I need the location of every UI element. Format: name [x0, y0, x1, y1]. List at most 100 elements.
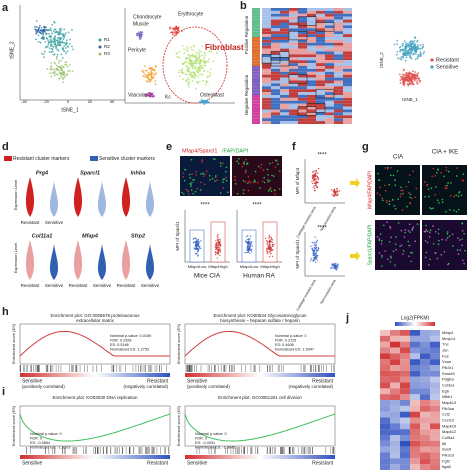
- caption: Mice CIA: [194, 273, 221, 280]
- cell-dot: [219, 254, 221, 257]
- box: [343, 77, 352, 81]
- box: [298, 106, 307, 110]
- cell-dot: [178, 71, 181, 74]
- box: [298, 71, 307, 75]
- cell-dot: [151, 68, 154, 70]
- cell-dot: [406, 49, 409, 52]
- stain-dot: [437, 232, 440, 235]
- cell-dot: [191, 54, 194, 57]
- box: [410, 464, 420, 470]
- cell-dot: [198, 249, 200, 251]
- cell-dot: [187, 76, 189, 79]
- cell-dot: [191, 71, 194, 74]
- column-label: CIA + IKE: [432, 150, 458, 156]
- cell-dot: [199, 245, 201, 247]
- cell-dot: [152, 95, 154, 98]
- stain-dot: [253, 179, 256, 182]
- gene-label: Pik3ca: [442, 406, 455, 411]
- box: [280, 34, 289, 37]
- cell-dot: [269, 240, 272, 242]
- axis-title: MFI of Mfap4: [295, 167, 300, 194]
- box: [343, 51, 352, 55]
- box: [262, 25, 271, 29]
- cell-dot: [185, 57, 188, 60]
- box: [390, 435, 400, 441]
- stain-dot: [399, 245, 401, 247]
- box: [325, 83, 334, 87]
- stain-dot: [267, 180, 270, 183]
- stain-dot: [437, 168, 439, 171]
- stain-dot: [386, 201, 388, 204]
- stain-dot: [449, 209, 451, 211]
- box: [280, 57, 289, 61]
- group-label: Resistant: [117, 283, 137, 288]
- stain-dot: [447, 262, 450, 265]
- box: [307, 97, 316, 101]
- stain-dot: [410, 260, 412, 263]
- stain-dot: [406, 205, 409, 208]
- stain-dot: [409, 193, 412, 195]
- box: [289, 100, 298, 104]
- cell-dot: [267, 248, 269, 250]
- box: [289, 112, 298, 116]
- stain-dot: [437, 228, 440, 231]
- box: [390, 440, 400, 447]
- gene-label: Tnc: [442, 342, 449, 347]
- cell-dot: [55, 55, 58, 58]
- stain-dot: [234, 183, 237, 185]
- cell-dot: [218, 243, 221, 245]
- stain-dot: [384, 167, 387, 169]
- box: [390, 376, 400, 383]
- box: [307, 100, 316, 104]
- stain-dot: [429, 229, 432, 231]
- cell-dot: [148, 91, 151, 94]
- cell-dot: [251, 251, 253, 253]
- box: [430, 440, 440, 447]
- cell-dot: [198, 69, 201, 72]
- box: [298, 63, 307, 66]
- box: [400, 435, 410, 441]
- box: [271, 86, 280, 90]
- cell-dot: [58, 65, 61, 68]
- cell-dot: [38, 24, 41, 27]
- cell-dot: [409, 56, 411, 58]
- cell-dot: [52, 30, 55, 33]
- stain-dot: [389, 225, 391, 228]
- stain-dot: [381, 256, 383, 258]
- box: [430, 388, 440, 395]
- box: [307, 77, 316, 81]
- es-curve: [184, 413, 336, 442]
- cell-dot: [407, 84, 410, 87]
- box: [390, 330, 400, 336]
- box: [343, 103, 352, 107]
- cell-dot: [218, 247, 221, 249]
- cell-dot: [402, 57, 405, 59]
- cell-dot: [187, 83, 190, 86]
- box: [325, 66, 334, 69]
- box: [420, 435, 430, 441]
- box: [325, 121, 334, 124]
- cell-dot: [248, 245, 250, 247]
- box: [262, 71, 271, 75]
- box: [289, 16, 298, 20]
- cell-dot: [58, 33, 60, 36]
- stain-dot: [440, 253, 443, 256]
- box: [316, 66, 325, 69]
- cell-dot: [316, 249, 319, 252]
- cell-dot: [407, 51, 410, 54]
- cell-dot: [147, 78, 150, 81]
- box: [289, 109, 298, 113]
- cell-dot: [201, 45, 204, 48]
- cell-dot: [403, 40, 406, 42]
- box: [307, 48, 316, 52]
- cell-dot: [245, 241, 248, 244]
- stain-dot: [182, 176, 185, 178]
- cell-dot: [415, 46, 418, 49]
- legend-label: Resistant: [436, 57, 459, 63]
- stain-dot: [444, 185, 447, 187]
- plot-title: Enrichment plot: KO00534 Glycosaminoglyc…: [213, 313, 307, 318]
- stain-dot: [219, 162, 222, 164]
- box: [380, 365, 390, 371]
- box: [298, 66, 307, 69]
- cell-dot: [176, 55, 179, 58]
